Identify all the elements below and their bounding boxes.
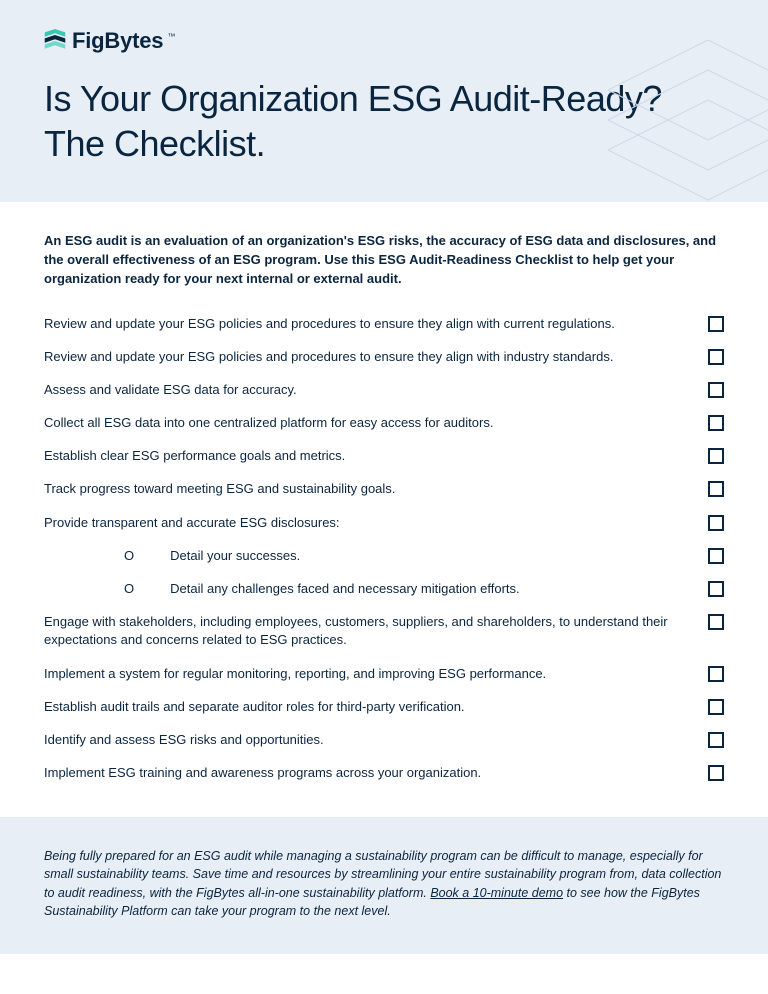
checklist-row: Review and update your ESG policies and … [44,315,724,333]
checkbox[interactable] [708,581,724,597]
sub-text: Detail any challenges faced and necessar… [170,580,520,598]
checklist-row: Collect all ESG data into one centralize… [44,414,724,432]
checklist: Review and update your ESG policies and … [44,315,724,783]
checklist-item-text: Establish clear ESG performance goals an… [44,447,688,465]
header: FigBytes ™ Is Your Organization ESG Audi… [0,0,768,202]
checkbox[interactable] [708,699,724,715]
checkbox[interactable] [708,382,724,398]
intro-text: An ESG audit is an evaluation of an orga… [44,232,724,289]
checkbox[interactable] [708,765,724,781]
checklist-row: O Detail your successes. [44,547,724,565]
footer-link[interactable]: Book a 10-minute demo [430,886,563,900]
footer-text: Being fully prepared for an ESG audit wh… [44,847,724,920]
checklist-item-text: Identify and assess ESG risks and opport… [44,731,688,749]
checklist-row: Provide transparent and accurate ESG dis… [44,514,724,532]
checklist-item-text: Provide transparent and accurate ESG dis… [44,514,688,532]
checklist-row: Establish clear ESG performance goals an… [44,447,724,465]
page-title: Is Your Organization ESG Audit-Ready? Th… [44,76,724,166]
checklist-row: Review and update your ESG policies and … [44,348,724,366]
checkbox[interactable] [708,614,724,630]
checklist-row: Identify and assess ESG risks and opport… [44,731,724,749]
checklist-subitem-text: O Detail your successes. [44,547,688,565]
checkbox[interactable] [708,349,724,365]
checklist-item-text: Review and update your ESG policies and … [44,348,688,366]
checkbox[interactable] [708,448,724,464]
checklist-row: Engage with stakeholders, including empl… [44,613,724,649]
checkbox[interactable] [708,415,724,431]
sub-text: Detail your successes. [170,547,300,565]
checklist-row: Establish audit trails and separate audi… [44,698,724,716]
checklist-subitem-text: O Detail any challenges faced and necessa… [44,580,688,598]
checklist-row: O Detail any challenges faced and necessa… [44,580,724,598]
checkbox[interactable] [708,666,724,682]
checkbox[interactable] [708,548,724,564]
checkbox[interactable] [708,481,724,497]
sub-bullet: O [124,580,134,598]
checklist-item-text: Implement a system for regular monitorin… [44,665,688,683]
checklist-row: Implement ESG training and awareness pro… [44,764,724,782]
content: An ESG audit is an evaluation of an orga… [0,202,768,817]
checklist-item-text: Engage with stakeholders, including empl… [44,613,688,649]
checklist-item-text: Assess and validate ESG data for accurac… [44,381,688,399]
checklist-item-text: Collect all ESG data into one centralize… [44,414,688,432]
logo-icon [44,29,66,53]
checkbox[interactable] [708,732,724,748]
footer: Being fully prepared for an ESG audit wh… [0,817,768,954]
checklist-item-text: Review and update your ESG policies and … [44,315,688,333]
checkbox[interactable] [708,316,724,332]
logo: FigBytes ™ [44,28,724,54]
checklist-row: Track progress toward meeting ESG and su… [44,480,724,498]
checklist-item-text: Track progress toward meeting ESG and su… [44,480,688,498]
checklist-row: Assess and validate ESG data for accurac… [44,381,724,399]
checklist-item-text: Establish audit trails and separate audi… [44,698,688,716]
logo-trademark: ™ [167,32,175,41]
logo-text: FigBytes [72,28,163,54]
checklist-row: Implement a system for regular monitorin… [44,665,724,683]
checkbox[interactable] [708,515,724,531]
checklist-item-text: Implement ESG training and awareness pro… [44,764,688,782]
sub-bullet: O [124,547,134,565]
